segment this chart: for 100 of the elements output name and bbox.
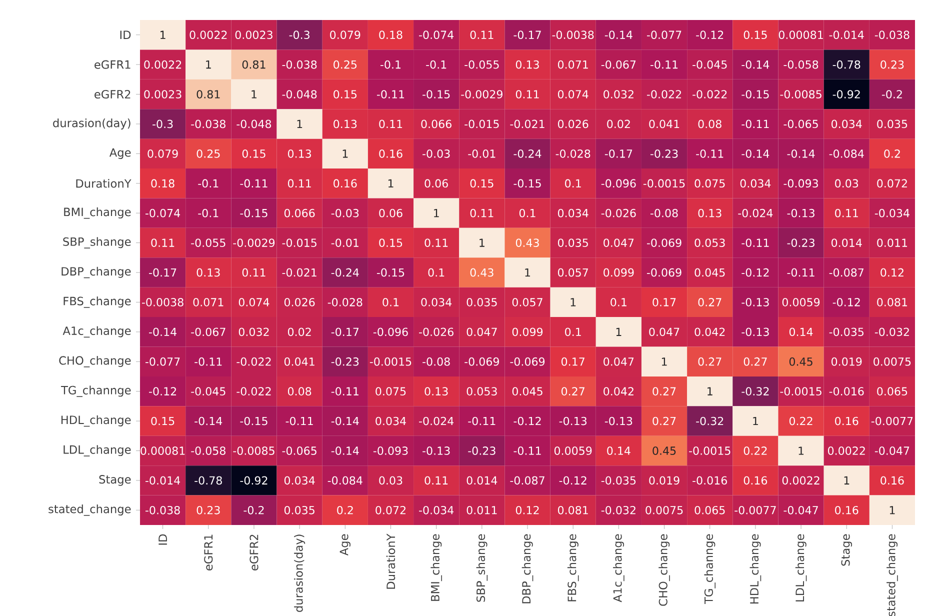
data-label: 1 [297, 120, 302, 128]
x-tick-label: TG_channge [704, 534, 716, 604]
data-label: -0.058 [191, 446, 226, 455]
x-tick-label: DBP_change [522, 534, 534, 604]
data-label: -0.093 [784, 179, 818, 188]
data-label: 0.081 [877, 298, 908, 306]
data-label: -0.1 [380, 60, 401, 69]
data-label: -0.065 [282, 446, 316, 455]
data-label: -0.093 [373, 446, 408, 455]
data-label: 0.45 [652, 446, 676, 455]
data-label: 1 [388, 179, 394, 188]
data-label: 0.11 [470, 208, 494, 218]
data-label: -0.3 [289, 30, 310, 40]
data-label: -0.048 [236, 120, 272, 128]
data-label: -0.038 [146, 506, 180, 514]
data-label: -0.12 [696, 30, 724, 40]
data-label: -0.1 [198, 179, 218, 188]
data-label: 0.23 [196, 506, 220, 514]
data-label: -0.028 [328, 298, 362, 306]
data-label: 0.00081 [778, 30, 823, 40]
data-label: 0.1 [610, 298, 626, 306]
data-label: 0.0059 [554, 446, 592, 455]
x-tick-label: Age [340, 534, 350, 556]
data-label: -0.069 [464, 357, 499, 366]
data-label: 0.22 [789, 416, 812, 426]
data-label: 0.18 [379, 30, 402, 40]
data-label: -0.12 [514, 416, 541, 426]
data-label: 0.16 [334, 179, 357, 188]
data-label: 1 [525, 268, 530, 277]
data-label: 0.27 [652, 387, 676, 396]
data-label: -0.14 [742, 60, 770, 69]
data-label: -0.2 [244, 506, 264, 514]
data-label: 1 [890, 506, 895, 514]
y-tick-label: TG_channge [60, 386, 131, 397]
data-label: -0.3 [152, 120, 173, 128]
data-label: -0.03 [422, 149, 450, 158]
data-label: -0.11 [742, 238, 769, 247]
data-label: 0.0022 [782, 476, 820, 485]
data-label: 0.065 [694, 506, 725, 514]
data-label: -0.022 [692, 90, 727, 98]
data-label: 0.13 [196, 268, 220, 277]
data-label: -0.13 [604, 416, 632, 426]
data-label: 0.08 [288, 387, 312, 396]
data-label: 0.065 [877, 387, 908, 396]
data-label: 0.057 [512, 298, 542, 306]
data-label: 0.0023 [235, 30, 272, 40]
data-label: 0.032 [604, 90, 634, 98]
data-label: 0.11 [470, 30, 494, 40]
data-label: -0.11 [696, 149, 724, 158]
data-label: 0.13 [698, 208, 722, 218]
x-tick-label: ID [158, 534, 167, 545]
data-label: 0.041 [649, 120, 680, 128]
data-label: -0.067 [601, 60, 636, 69]
data-label: -0.0015 [689, 446, 730, 455]
y-tick-label: durasion(day) [53, 118, 130, 130]
data-label: -0.015 [464, 120, 499, 128]
x-tick-label: HDL_change [750, 534, 762, 604]
data-label: -0.022 [236, 357, 271, 366]
data-label: 0.0059 [782, 298, 820, 306]
data-label: 0.034 [284, 476, 315, 485]
data-label: -0.23 [468, 446, 496, 455]
data-label: 1 [570, 298, 576, 306]
data-label: -0.047 [784, 506, 818, 514]
data-label: 0.81 [242, 60, 266, 69]
data-label: 0.035 [466, 298, 497, 306]
data-label: -0.024 [419, 416, 454, 426]
data-label: 0.11 [516, 90, 539, 98]
data-label: -0.077 [146, 357, 180, 366]
data-label: -0.087 [510, 476, 544, 485]
data-label: -0.034 [874, 208, 910, 218]
data-label: -0.23 [650, 149, 678, 158]
data-label: -0.048 [282, 90, 317, 98]
data-label: 0.099 [604, 268, 634, 277]
data-label: 0.1 [565, 328, 581, 336]
data-label: -0.015 [282, 238, 316, 247]
y-tick-label: DurationY [76, 178, 132, 188]
data-label: 0.16 [744, 476, 768, 485]
data-label: -0.23 [331, 357, 359, 366]
data-label: 0.2 [884, 149, 900, 158]
data-label: -0.14 [742, 149, 770, 158]
data-label: -0.12 [832, 298, 860, 306]
data-label: -0.074 [146, 208, 180, 218]
data-label: -0.038 [191, 120, 226, 128]
data-label: 0.081 [558, 506, 588, 514]
data-label: 0.035 [558, 238, 588, 247]
data-label: 0.079 [148, 149, 178, 158]
data-label: -0.032 [874, 328, 909, 336]
data-label: 0.13 [288, 149, 311, 158]
data-label: 0.034 [558, 208, 588, 218]
data-label: -0.058 [784, 60, 818, 69]
data-label: 0.045 [512, 387, 542, 396]
x-tick-label: LDL_change [795, 534, 807, 602]
data-label: -0.13 [422, 446, 450, 455]
data-label: 0.1 [519, 208, 536, 218]
x-tick-label: eGFR1 [204, 534, 213, 570]
data-label: -0.055 [464, 60, 499, 69]
y-tick-label: eGFR1 [94, 60, 130, 69]
data-label: 0.047 [604, 238, 634, 247]
data-label: 0.071 [193, 298, 224, 306]
data-label: -0.78 [832, 60, 860, 69]
